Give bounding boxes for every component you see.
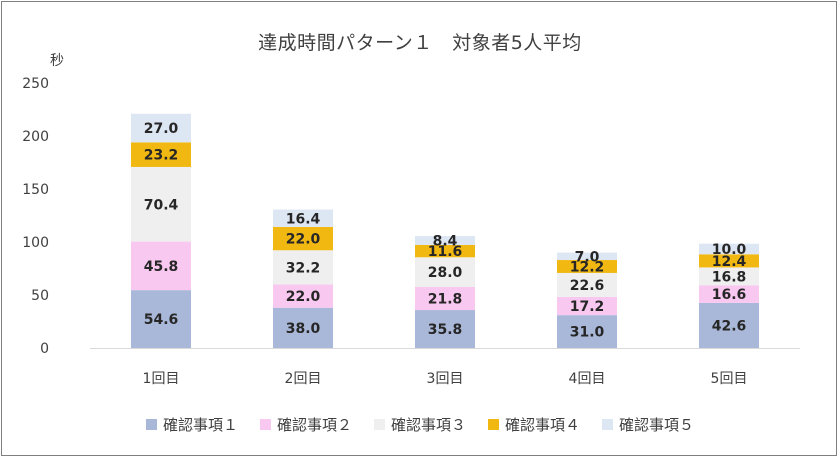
bar-segment-series-1 bbox=[415, 310, 475, 348]
data-label: 42.6 bbox=[712, 318, 747, 334]
legend-label: 確認事項５ bbox=[619, 415, 695, 434]
bar-segment-series-3 bbox=[273, 250, 333, 285]
data-label: 16.8 bbox=[712, 269, 747, 285]
data-label: 10.0 bbox=[712, 242, 747, 258]
bar-segment-series-1 bbox=[131, 290, 191, 348]
data-label: 8.4 bbox=[433, 234, 458, 250]
data-label: 22.6 bbox=[570, 278, 605, 294]
bar-segment-series-2 bbox=[415, 286, 475, 311]
legend-label: 確認事項３ bbox=[390, 415, 466, 434]
data-label: 11.6 bbox=[428, 244, 463, 260]
bar-segment-series-2 bbox=[557, 296, 617, 316]
data-label: 27.0 bbox=[144, 121, 179, 137]
legend-swatch bbox=[602, 418, 614, 430]
legend-swatch bbox=[145, 418, 157, 430]
data-label: 31.0 bbox=[570, 325, 605, 341]
bar-segment-series-1 bbox=[699, 302, 759, 348]
bar-segment-series-5 bbox=[131, 113, 191, 143]
bar-segment-series-4 bbox=[557, 260, 617, 273]
x-tick-label: 3回目 bbox=[427, 371, 464, 387]
data-label: 12.4 bbox=[712, 254, 747, 270]
data-label: 28.0 bbox=[428, 265, 463, 281]
x-tick-label: 4回目 bbox=[569, 371, 606, 387]
bar-segment-series-4 bbox=[131, 142, 191, 167]
data-label: 21.8 bbox=[428, 291, 463, 307]
bar-segment-series-2 bbox=[131, 241, 191, 291]
y-tick-label: 50 bbox=[31, 288, 49, 304]
data-label: 45.8 bbox=[144, 259, 179, 275]
chart-legend: 確認事項１ 確認事項２ 確認事項３ 確認事項４ 確認事項５ bbox=[0, 411, 840, 437]
y-tick-label: 0 bbox=[40, 341, 49, 357]
x-tick-label: 5回目 bbox=[711, 371, 748, 387]
data-label: 35.8 bbox=[428, 322, 463, 338]
bar-segment-series-3 bbox=[131, 166, 191, 242]
x-tick-label: 2回目 bbox=[285, 371, 322, 387]
bar-segment-series-5 bbox=[415, 236, 475, 245]
legend-swatch bbox=[488, 418, 499, 430]
legend-item-series-2: 確認事項２ bbox=[259, 414, 352, 435]
legend-swatch bbox=[259, 418, 271, 430]
y-axis-unit-label: 秒 bbox=[50, 53, 64, 69]
x-axis-ticks: 1回目 2回目 3回目 4回目 5回目 bbox=[143, 371, 748, 387]
bar-segment-series-3 bbox=[699, 267, 759, 286]
bar-segment-series-5 bbox=[273, 209, 333, 227]
data-label: 54.6 bbox=[144, 312, 179, 328]
chart-title: 達成時間パターン１ 対象者5人平均 bbox=[258, 32, 582, 54]
data-label: 17.2 bbox=[570, 299, 605, 315]
y-axis-ticks: 0 50 100 150 200 250 bbox=[22, 76, 49, 357]
legend-item-series-4: 確認事項４ bbox=[488, 414, 580, 435]
stacked-bar-chart: 秒 0 50 100 150 200 250 54.6 45.8 70.4 23.2 27.0 38… bbox=[22, 53, 800, 387]
bars: 54.6 45.8 70.4 23.2 27.0 38.0 22.0 32.2 22.0 16.4… bbox=[131, 113, 759, 348]
data-label: 16.6 bbox=[712, 287, 747, 303]
legend-item-series-5: 確認事項５ bbox=[602, 414, 694, 435]
data-label: 38.0 bbox=[286, 321, 321, 337]
legend-item-series-1: 確認事項１ bbox=[145, 414, 238, 435]
legend-item-series-3: 確認事項３ bbox=[373, 414, 466, 435]
legend-label: 確認事項２ bbox=[276, 415, 352, 434]
data-label: 70.4 bbox=[144, 197, 179, 213]
y-tick-label: 250 bbox=[22, 76, 49, 92]
bar-segment-series-2 bbox=[273, 284, 333, 308]
data-label: 23.2 bbox=[144, 148, 179, 164]
y-tick-label: 200 bbox=[22, 129, 49, 145]
data-label: 7.0 bbox=[575, 249, 600, 265]
bar-segment-series-3 bbox=[415, 257, 475, 287]
legend-swatch bbox=[373, 418, 385, 430]
bar-segment-series-1 bbox=[557, 315, 617, 348]
data-label: 22.0 bbox=[286, 232, 321, 248]
bar-segment-series-5 bbox=[557, 252, 617, 261]
bar-segment-series-1 bbox=[273, 307, 333, 348]
bar-segment-series-3 bbox=[557, 272, 617, 297]
legend-label: 確認事項１ bbox=[162, 415, 238, 434]
bar-segment-series-2 bbox=[699, 285, 759, 303]
legend-label: 確認事項４ bbox=[505, 415, 581, 434]
y-tick-label: 100 bbox=[22, 235, 49, 251]
bar-segment-series-4 bbox=[699, 254, 759, 268]
y-tick-label: 150 bbox=[22, 182, 49, 198]
data-label: 22.0 bbox=[286, 289, 321, 305]
x-tick-label: 1回目 bbox=[143, 371, 180, 387]
bar-segment-series-4 bbox=[415, 244, 475, 258]
data-label: 12.2 bbox=[570, 259, 605, 275]
bar-segment-series-5 bbox=[699, 243, 759, 255]
data-label: 32.2 bbox=[286, 260, 321, 276]
bar-segment-series-4 bbox=[273, 226, 333, 251]
data-label: 16.4 bbox=[286, 211, 321, 227]
